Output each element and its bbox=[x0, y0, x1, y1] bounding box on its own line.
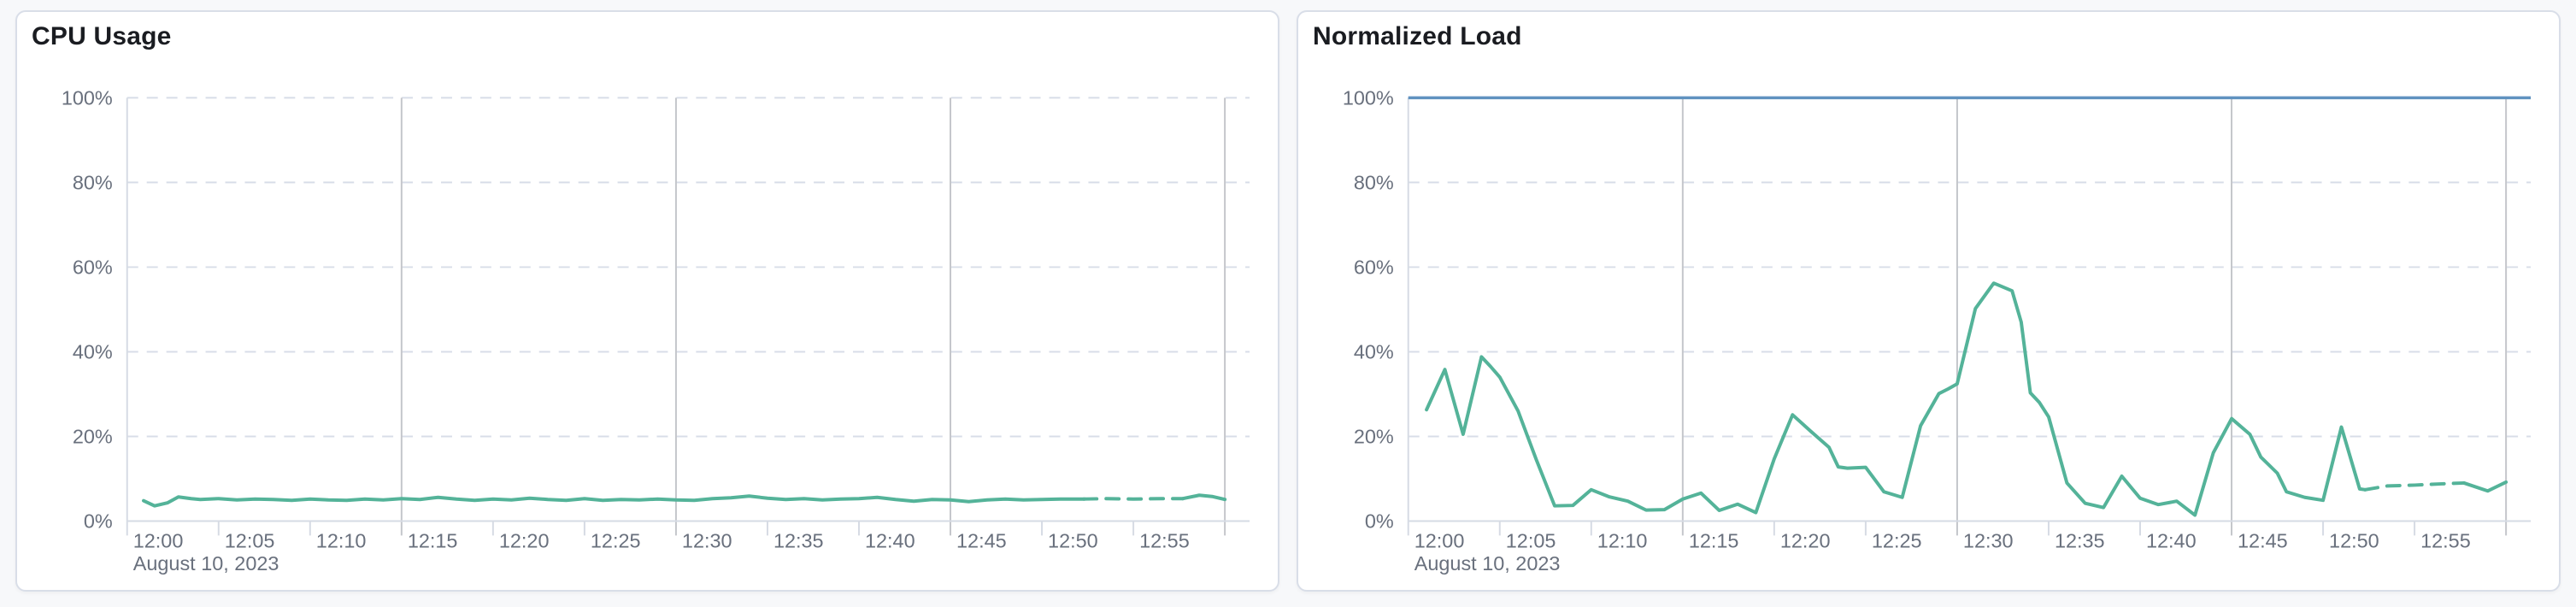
x-tick-label-12:30: 12:30 bbox=[682, 529, 732, 551]
y-tick-label-80: 80% bbox=[73, 171, 113, 193]
x-tick-label-12:55: 12:55 bbox=[1139, 529, 1190, 551]
y-tick-label-80: 80% bbox=[1354, 171, 1394, 193]
x-tick-label-12:20: 12:20 bbox=[499, 529, 550, 551]
x-axis-date-label: August 10, 2023 bbox=[133, 552, 279, 575]
x-tick-label-12:05: 12:05 bbox=[1506, 529, 1556, 551]
series-normalized-load bbox=[1425, 281, 2367, 517]
x-tick-label-12:15: 12:15 bbox=[1689, 529, 1739, 551]
x-tick-label-12:20: 12:20 bbox=[1780, 529, 1831, 551]
x-tick-label-12:00: 12:00 bbox=[133, 529, 184, 551]
normalized-load-chart[interactable]: 0% 20% 40% 60% 80% 100% 12:00 12:05 12:10 12:15 12… bbox=[1298, 12, 2559, 590]
x-tick-label-12:10: 12:10 bbox=[316, 529, 367, 551]
x-tick-label-12:35: 12:35 bbox=[2055, 529, 2105, 551]
y-tick-label-20: 20% bbox=[73, 425, 113, 447]
series-normalized-load-end bbox=[2461, 480, 2508, 493]
x-tick-label-12:30: 12:30 bbox=[1963, 529, 2014, 551]
y-tick-label-0: 0% bbox=[1365, 510, 1394, 532]
normalized-load-panel: Normalized Load 0% 20% 40% 60% 80% 100% 12:00 1… bbox=[1297, 10, 2561, 592]
x-tick-label-12:15: 12:15 bbox=[408, 529, 458, 551]
x-axis-date-label: August 10, 2023 bbox=[1414, 552, 1561, 575]
series-cpu-usage bbox=[142, 494, 1086, 508]
x-tick-label-12:55: 12:55 bbox=[2420, 529, 2471, 551]
y-tick-label-100: 100% bbox=[1343, 86, 1394, 109]
x-tick-label-12:45: 12:45 bbox=[956, 529, 1007, 551]
x-tick-label-12:40: 12:40 bbox=[2146, 529, 2197, 551]
normalized-load-title: Normalized Load bbox=[1313, 22, 1522, 50]
y-tick-label-40: 40% bbox=[1354, 340, 1394, 362]
x-tick-label-12:50: 12:50 bbox=[1048, 529, 1098, 551]
cpu-usage-panel: CPU Usage 0% 20% 40% 60% 80% 100% 12:00 12:05 12… bbox=[15, 10, 1279, 592]
x-tick-label-12:35: 12:35 bbox=[773, 529, 824, 551]
y-tick-label-0: 0% bbox=[84, 510, 113, 532]
x-tick-label-12:40: 12:40 bbox=[865, 529, 915, 551]
x-tick-label-12:25: 12:25 bbox=[1872, 529, 1922, 551]
y-tick-label-60: 60% bbox=[73, 256, 113, 278]
y-tick-label-60: 60% bbox=[1354, 256, 1394, 278]
y-tick-label-100: 100% bbox=[62, 86, 113, 109]
cpu-usage-chart[interactable]: 0% 20% 40% 60% 80% 100% 12:00 12:05 12:10 12:15 12… bbox=[17, 12, 1278, 590]
y-tick-label-20: 20% bbox=[1354, 425, 1394, 447]
x-tick-label-12:00: 12:00 bbox=[1414, 529, 1465, 551]
x-tick-label-12:25: 12:25 bbox=[591, 529, 641, 551]
x-tick-label-12:45: 12:45 bbox=[2238, 529, 2288, 551]
x-tick-label-12:50: 12:50 bbox=[2329, 529, 2379, 551]
y-tick-label-40: 40% bbox=[73, 340, 113, 362]
x-tick-label-12:10: 12:10 bbox=[1597, 529, 1648, 551]
cpu-usage-title: CPU Usage bbox=[32, 22, 172, 50]
x-tick-label-12:05: 12:05 bbox=[225, 529, 275, 551]
series-cpu-usage-end bbox=[1180, 493, 1227, 502]
series-normalized-load-partial bbox=[2363, 480, 2466, 492]
